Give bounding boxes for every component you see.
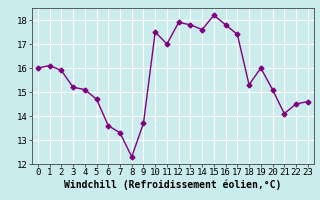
X-axis label: Windchill (Refroidissement éolien,°C): Windchill (Refroidissement éolien,°C) [64, 180, 282, 190]
